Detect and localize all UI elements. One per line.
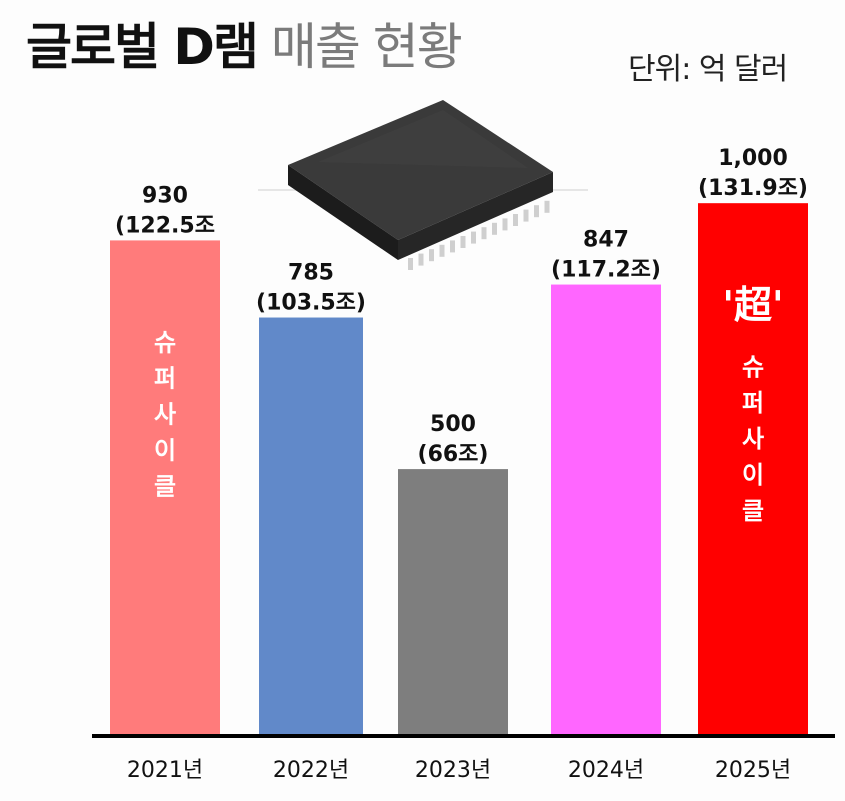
sub-label-2: (66조) <box>418 442 489 467</box>
bar-1 <box>259 317 363 735</box>
value-label-3: 847 <box>583 228 629 253</box>
bar-annotation-prefix-4: '超' <box>722 283 783 327</box>
unit-label: 단위: 억 달러 <box>628 52 788 87</box>
year-label-0: 2021년 <box>127 758 203 783</box>
title-bold-text: 글로벌 D램 <box>26 18 259 76</box>
year-label-1: 2022년 <box>273 758 349 783</box>
sub-label-1: (103.5조) <box>256 291 366 316</box>
chart-title: 글로벌 D램 매출 현황 <box>26 12 463 82</box>
bar-2 <box>398 469 508 735</box>
year-label-4: 2025년 <box>715 758 791 783</box>
year-label-3: 2024년 <box>568 758 644 783</box>
title-light-text: 매출 현황 <box>270 18 463 76</box>
bar-0 <box>110 240 220 735</box>
value-label-1: 785 <box>288 261 334 286</box>
value-label-2: 500 <box>430 412 476 437</box>
bar-4 <box>698 203 808 735</box>
sub-label-4: (131.9조) <box>698 176 808 201</box>
sub-label-3: (117.2조) <box>551 258 661 283</box>
value-label-4: 1,000 <box>718 146 788 171</box>
year-label-2: 2023년 <box>415 758 491 783</box>
bar-3 <box>551 284 661 735</box>
sub-label-0: (122.5조 <box>115 213 215 238</box>
value-label-0: 930 <box>142 183 188 208</box>
dram-chip-image <box>258 100 588 270</box>
